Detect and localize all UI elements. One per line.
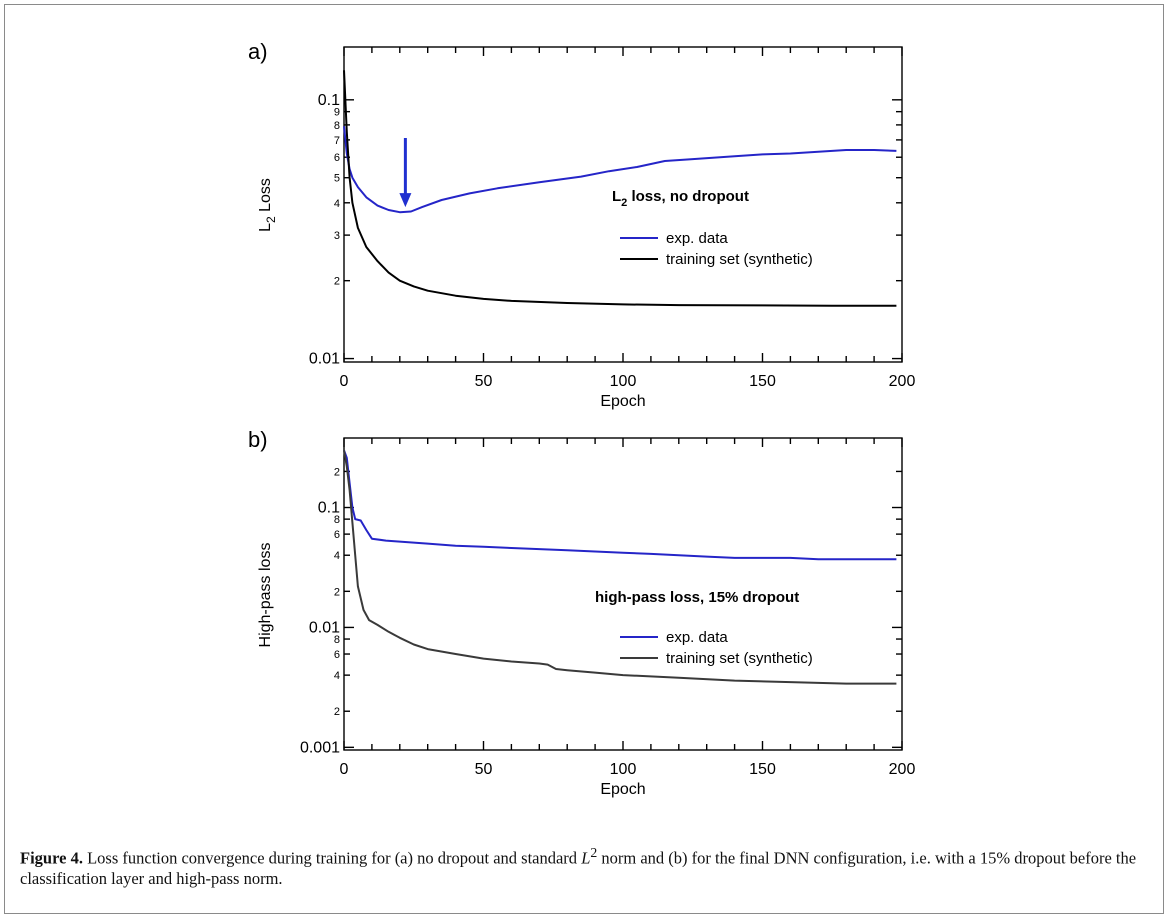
- y-axis-label: High-pass loss: [257, 543, 274, 648]
- annotation-sub: 2: [621, 197, 627, 209]
- y-minor-tick-label: 2: [334, 706, 340, 718]
- caption-l: L: [581, 848, 591, 868]
- y-axis-label-rest: Loss: [257, 178, 274, 216]
- y-minor-tick-label: 8: [334, 514, 340, 526]
- y-tick-label: 0.1: [318, 500, 340, 517]
- x-tick-label: 150: [749, 761, 776, 778]
- legend: exp. data training set (synthetic): [620, 230, 813, 268]
- legend-label: training set (synthetic): [666, 650, 813, 667]
- x-tick-label: 50: [475, 761, 493, 778]
- y-minor-tick-label: 3: [334, 230, 340, 242]
- x-tick-label: 50: [475, 373, 493, 390]
- y-minor-tick-label: 4: [334, 198, 340, 210]
- figure-frame: [4, 4, 1164, 914]
- x-tick-label: 200: [889, 761, 916, 778]
- x-tick-label: 0: [340, 761, 349, 778]
- legend-label: training set (synthetic): [666, 251, 813, 268]
- panel-label: a): [248, 39, 268, 64]
- y-minor-tick-label: 5: [334, 173, 340, 185]
- y-minor-tick-label: 9: [334, 107, 340, 119]
- figure-label: Figure 4.: [20, 848, 83, 868]
- y-minor-tick-label: 4: [334, 670, 340, 682]
- x-tick-label: 100: [610, 761, 637, 778]
- y-minor-tick-label: 2: [334, 276, 340, 288]
- x-tick-label: 100: [610, 373, 637, 390]
- series-exp-data: [343, 449, 897, 561]
- panel-annotation: L2 loss, no dropout: [612, 188, 749, 209]
- y-axis-label-sub: 2: [264, 216, 278, 223]
- y-minor-tick-label: 8: [334, 634, 340, 646]
- x-axis-label: Epoch: [600, 393, 645, 410]
- y-tick-label: 0.01: [309, 619, 340, 636]
- y-axis-label: L2 Loss: [257, 178, 278, 232]
- y-minor-tick-label: 6: [334, 152, 340, 164]
- arrow-head: [399, 193, 412, 208]
- x-tick-label: 150: [749, 373, 776, 390]
- y-tick-label: 0.01: [309, 351, 340, 368]
- x-axis-label: Epoch: [600, 781, 645, 798]
- y-minor-tick-label: 4: [334, 550, 340, 562]
- series-exp-data: [343, 126, 897, 214]
- legend-label: exp. data: [666, 629, 728, 646]
- x-tick-label: 200: [889, 373, 916, 390]
- annotation-main: L: [612, 188, 621, 205]
- caption-text-a: Loss function convergence during trainin…: [82, 848, 582, 868]
- panel-b: 0 50 100 150 200 Epoch 0.001 0.01 0.1 2 4 6 8 2 4 6 8 2 Hi…: [248, 427, 915, 798]
- series-training-set: [343, 70, 897, 307]
- y-minor-tick-label: 6: [334, 649, 340, 661]
- figure-caption: Figure 4. Loss function convergence duri…: [20, 843, 1150, 889]
- panel-annotation: high-pass loss, 15% dropout: [595, 589, 799, 606]
- y-axis-label-main: L: [257, 223, 274, 232]
- y-minor-tick-label: 2: [334, 586, 340, 598]
- series-training-set: [343, 450, 897, 685]
- caption-sup: 2: [590, 845, 598, 860]
- y-tick-label: 0.1: [318, 92, 340, 109]
- y-minor-tick-label: 7: [334, 135, 340, 147]
- x-tick-label: 0: [340, 373, 349, 390]
- panel-label: b): [248, 427, 268, 452]
- annotation-rest: loss, no dropout: [627, 188, 749, 205]
- legend: exp. data training set (synthetic): [620, 629, 813, 667]
- caption-text-b: norm and (b) for the final DNN configura…: [20, 848, 1137, 888]
- y-minor-tick-label: 2: [334, 466, 340, 478]
- y-tick-label: 0.001: [300, 739, 340, 756]
- legend-label: exp. data: [666, 230, 728, 247]
- y-minor-tick-label: 8: [334, 120, 340, 132]
- y-minor-tick-label: 6: [334, 529, 340, 541]
